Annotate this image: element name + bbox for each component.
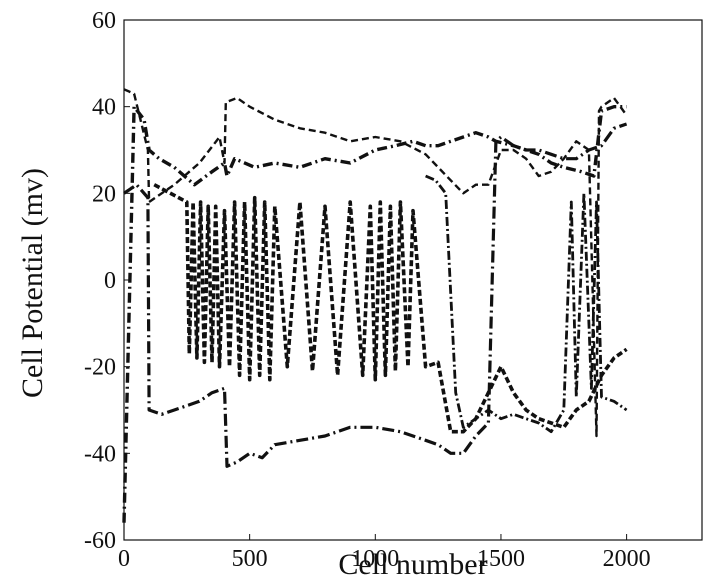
x-tick-label: 2000 [603, 546, 651, 572]
series-line-4 [153, 183, 628, 434]
y-tick-label: 0 [104, 268, 116, 294]
y-tick-label: -20 [84, 355, 116, 381]
x-tick-label: 500 [232, 546, 268, 572]
series-line-5 [425, 174, 628, 434]
tick-layer: 0 500 1000 1500 2000 -60 -40 -20 0 20 40 60 [84, 8, 651, 572]
y-tick-label: 40 [92, 95, 116, 121]
x-axis-label: Cell number [338, 548, 487, 581]
x-tick-label: 0 [118, 546, 130, 572]
y-tick-label: 20 [92, 181, 116, 207]
y-tick-label: -60 [84, 528, 116, 554]
x-tick-label: 1500 [477, 546, 525, 572]
y-tick-label: -40 [84, 441, 116, 467]
series-layer [122, 88, 628, 523]
series-line-2 [123, 88, 628, 438]
y-tick-label: 60 [92, 8, 116, 34]
y-axis-label: Cell Potential (mv) [16, 168, 49, 398]
series-line-3 [123, 122, 628, 468]
series-line-1 [122, 105, 627, 523]
x-tick-label: 1000 [351, 546, 399, 572]
